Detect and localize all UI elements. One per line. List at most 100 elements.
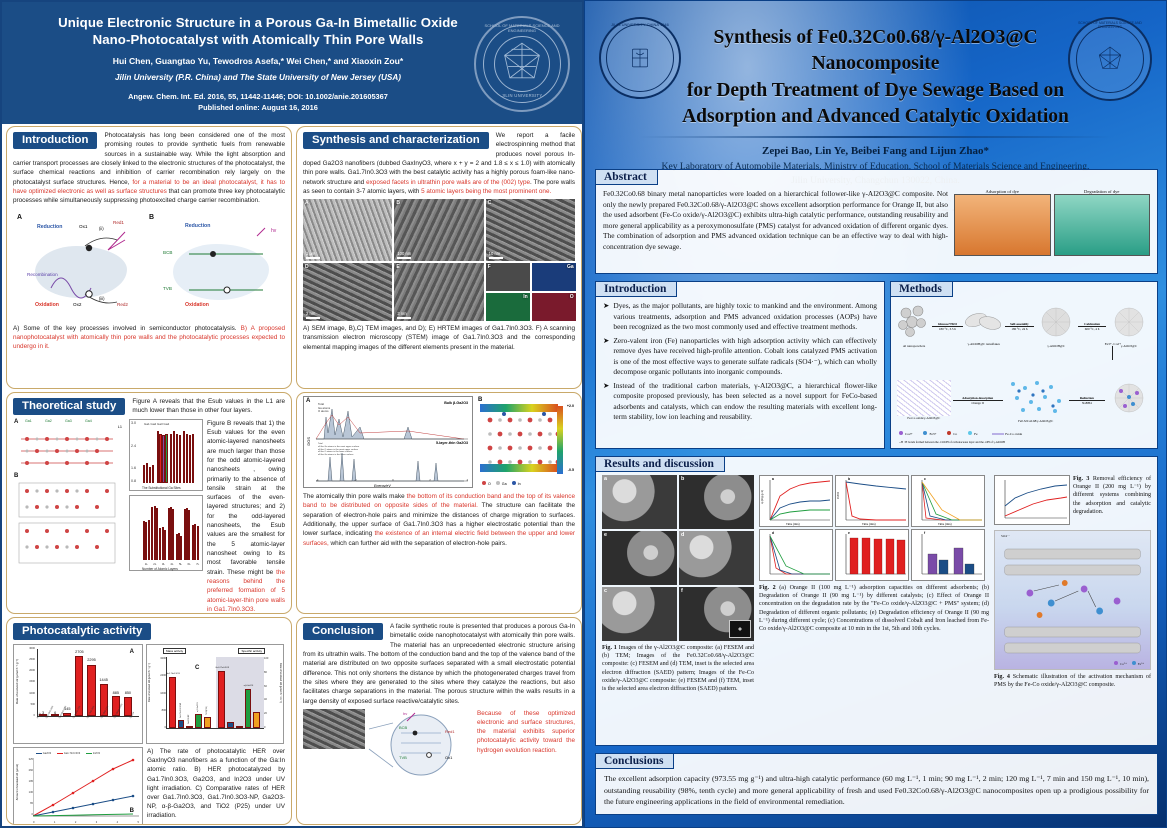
label-oxidation-b: Oxidation <box>185 301 209 308</box>
methods-step-1: Al nanopowders <box>897 305 931 348</box>
photoactivity-lower-row: B Ga2O3 Ga1.7In0.3O3 In2O3 Amount of evo… <box>13 747 285 824</box>
section-tag-methods: Methods <box>890 281 953 297</box>
methods-step-6: Fe0.32Co0.68/γ-Al2O3@C <box>1005 378 1067 423</box>
esp-colorbar-min: -0.5 <box>567 468 574 472</box>
header-rule <box>639 136 1112 139</box>
results-content: a b e d c f Fig. 1 <box>596 457 1157 697</box>
label-reduction-a: Reduction <box>37 223 63 230</box>
conclusion-tem-inset <box>303 708 365 749</box>
introduction-schematic: A B Reduction Reduction Oxidation Oxidat… <box>13 210 285 322</box>
electrostatic-potential-fig: B <box>476 396 575 488</box>
layered-lattice-icon <box>18 482 116 563</box>
intro-bullet-2: ➤ Zero-valent iron (Fe) nanoparticles wi… <box>603 336 877 378</box>
fig2-caption-text: (a) Orange II (100 mg L⁻¹) adsorption ca… <box>759 585 989 633</box>
intro-bullet-3-text: Instead of the traditional carbon materi… <box>613 380 877 422</box>
synthesis-text: We report a facile electrospinning metho… <box>303 131 575 196</box>
chart-a-xticks: In2O3 Ga0.1In1.9O3 Ga0.5In1.5O3 Ga1.3In0… <box>37 703 136 719</box>
bullet-arrow-icon: ➤ <box>603 301 610 310</box>
fig3-caption-label: Fig. 3 <box>1073 476 1090 482</box>
fe-co-loaded-sphere-icon <box>1114 383 1144 412</box>
rp-affil-1: Key Laboratory of Automobile Materials, … <box>661 161 1090 173</box>
legend-ga3: Ga3 <box>157 421 163 426</box>
left-poster-citation: Angew. Chem. Int. Ed. 2016, 55, 11442-11… <box>16 91 572 113</box>
plot-ion-leaching: f <box>911 529 985 581</box>
chart-c-title: C <box>195 665 200 671</box>
methods-arrow-6: Reduction NaBH4 <box>1068 396 1105 405</box>
scalebar-d: 2 nm <box>306 311 320 319</box>
structure-fig-b: B <box>13 472 125 569</box>
layer-label-l1: L1 <box>117 424 122 429</box>
photoactivity-charts-row: A Rate of evolved H2 (µmol h⁻¹ g⁻¹) 3000… <box>13 644 285 744</box>
hrtem-image-d: D 2 nm <box>303 263 393 322</box>
stem-mapping-f: F Ga In O <box>485 263 576 322</box>
intro-body-tail: that can promote three key photocatalyti… <box>13 187 286 205</box>
chart-esub-sites-plot <box>142 424 200 483</box>
chart-c-plot: Ga1.7In0.3O3 Ga1.7In0.3O3-NP Ga2O3-NP α-… <box>166 657 264 729</box>
chart-c-yticks-left: 3200 2400 1600 800 0 <box>160 657 166 729</box>
site-label-ga3: Ga3 <box>65 418 72 423</box>
methods-legend: Co2+ Fe3+ Co Fe Fe-Co oxide <box>899 431 1022 436</box>
results-micrographs: a b e d c f Fig. 1 <box>602 475 754 693</box>
micrograph-a: a <box>602 475 677 529</box>
methods-step-2: γ-AlOOH@C nanoflakes <box>964 307 1004 346</box>
fig4-caption-text: Schematic illustration of the activation… <box>994 674 1151 689</box>
methods-arrow-2: Self-assembly 180 °C, 24 h <box>1004 322 1035 331</box>
seal-inner-text: JILIN UNIVERSITY <box>501 93 543 98</box>
concl-tvb-label: TVB <box>399 754 407 760</box>
dos-hl-2: the existence of an internal electric fi… <box>303 530 575 547</box>
semiconductor-blob-a <box>35 245 127 298</box>
chart-b-legend: Ga2O3 Ga1.7In0.3O3 In2O3 <box>36 752 100 755</box>
methods-footnote: --H : H bonds formed between the -COOH o… <box>899 440 1005 444</box>
chart-esub-sites: 3.0 2.4 1.6 0.8 <box>129 418 203 491</box>
concl-hv-label: hv <box>403 710 408 716</box>
section-tag-theoretical: Theoretical study <box>13 398 126 415</box>
chart-esub-layers-plot <box>142 500 200 560</box>
map-in: In <box>485 293 530 322</box>
panel-abstract: Abstract Fe0.32Co0.68 binary metal nanop… <box>595 169 1158 274</box>
synthesis-caption: A) SEM image, B),C) TEM images, and D); … <box>303 325 575 351</box>
methods-label-2: γ-AlOOH@C nanoflakes <box>967 341 1000 346</box>
scalebar-a: 1 µm <box>306 251 320 259</box>
conclusions-text: The excellent adsorption capacity (973.5… <box>604 774 1149 807</box>
dos-legend-top: Total Ga atoms O atoms <box>318 402 331 414</box>
jilin-university-seal-icon: JILIN UNIVERSITY CHINA 1946 <box>599 17 681 99</box>
rp-title-line-2: for Depth Treatment of Dye Sewage Based … <box>686 79 1065 101</box>
seal-outer-text: SCHOOL OF MATERIALS SCIENCE AND ENGINEER… <box>484 23 560 33</box>
section-tag-conclusions: Conclusions <box>595 753 675 769</box>
bullet-arrow-icon: ➤ <box>603 335 610 345</box>
methods-final-product <box>1107 380 1151 421</box>
methods-row-2: Fe-Co oxide/γ-Al2O3@C Adsorption-desorpt… <box>897 374 1151 426</box>
methods-label-3: γ-AlOOH@C <box>1047 343 1065 348</box>
plot-removal-efficiency <box>994 475 1070 525</box>
plot-other-pollutants: d <box>759 529 833 581</box>
fig4-caption: Fig. 4 Schematic illustration of the act… <box>994 673 1151 689</box>
esp-panel-label: B <box>478 397 483 403</box>
intro-bullet-1-text: Dyes, as the major pollutants, are highl… <box>613 301 877 332</box>
panel-photocatalytic-activity: Photocatalytic activity A Rate of evolve… <box>6 617 292 825</box>
esp-top-band <box>480 404 558 412</box>
conclusion-highlight: Because of these optimized electronic an… <box>477 709 575 754</box>
dos-xlabel: Energy/eV <box>374 484 391 488</box>
right-poster-header: JILIN UNIVERSITY CHINA 1946 Synthesis of… <box>585 1 1166 212</box>
map-label-o: O <box>569 294 574 301</box>
section-tag-abstract: Abstract <box>595 169 658 185</box>
panel-label-d: D <box>305 264 309 271</box>
dos-bulk-label: Bulk β-Ga2O3 <box>444 401 468 405</box>
chart-b-title: B <box>129 808 134 814</box>
label-oxidation-a: Oxidation <box>35 301 59 308</box>
micrograph-b: b <box>679 475 754 529</box>
chart-b-xticks: 0 1 2 3 4 5 <box>33 821 139 824</box>
introduction-schematic-svg <box>50 227 266 303</box>
micrograph-c: e <box>602 531 677 585</box>
panel-label-f: F <box>487 264 491 271</box>
fig1-caption: Fig. 1 Images of the γ-Al2O3@C composite… <box>602 644 754 693</box>
chart-a-yticks: 3000 2500 2000 1500 1000 500 0 <box>29 647 35 717</box>
conclusion-schematic: hv BCB TVB Red1 Ox1 <box>303 708 473 783</box>
label-ox2-a: Ox2 <box>73 301 82 307</box>
label-tvb: TVB <box>163 285 172 291</box>
chart-c-ylabel-right: Rate of evolved H2 (µmol h⁻¹ m⁻²) <box>279 663 282 703</box>
panel-introduction: Introduction Photocatalysis has long bee… <box>6 126 292 389</box>
section-tag-conclusion: Conclusion <box>303 623 384 640</box>
label-ox1-a: Ox1 <box>79 223 88 229</box>
stem-image: F <box>485 263 530 292</box>
